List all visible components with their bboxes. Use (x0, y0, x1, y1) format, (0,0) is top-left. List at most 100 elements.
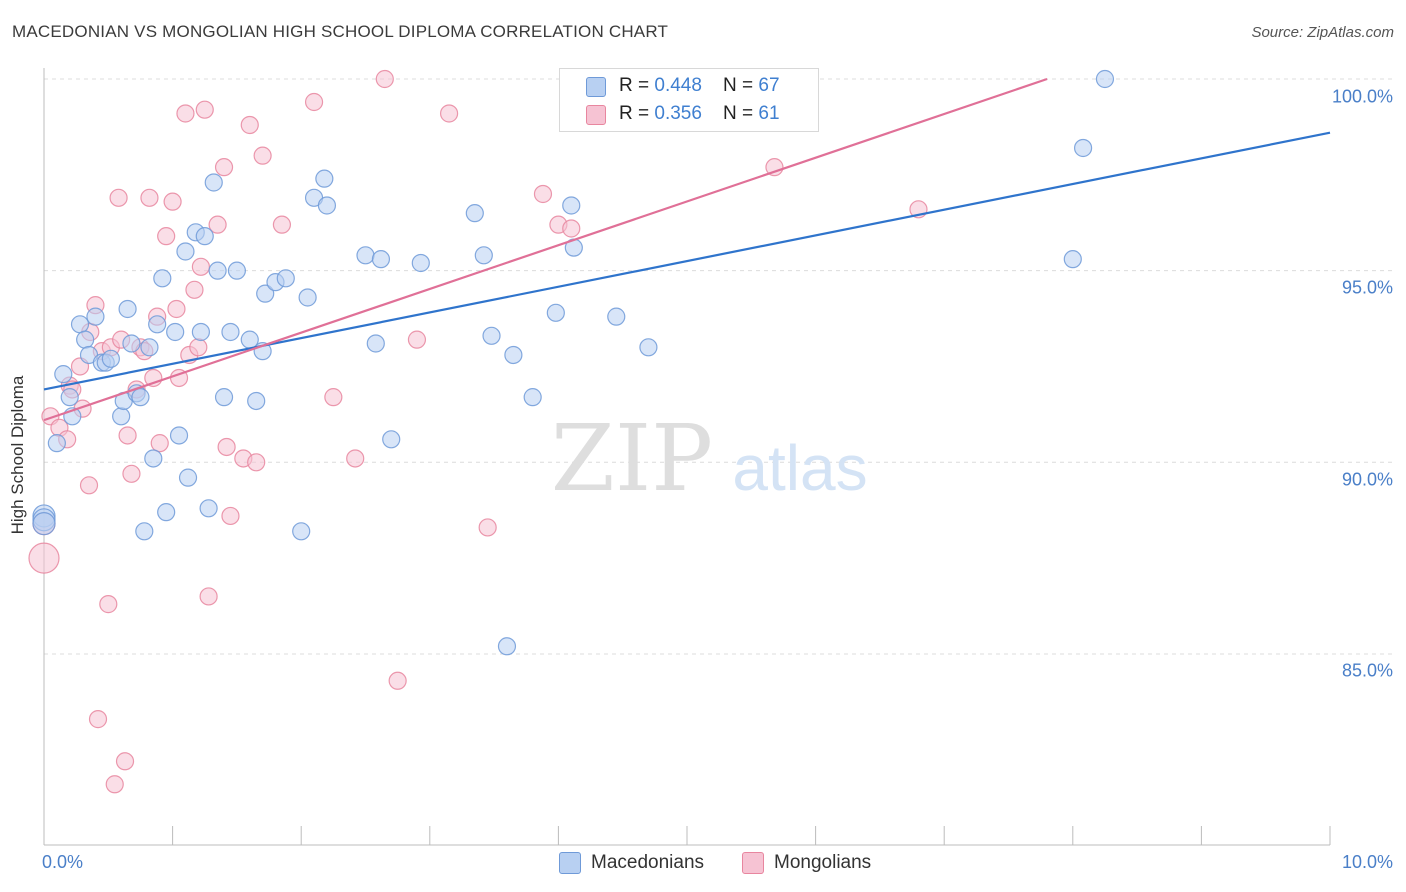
mongolian-point (533, 184, 553, 204)
n-value: 67 (758, 75, 780, 96)
n-value: 61 (758, 103, 780, 124)
macedonian-point (482, 326, 501, 345)
grid-lines (44, 78, 1395, 655)
macedonian-point (112, 407, 131, 426)
macedonian-point (562, 196, 581, 215)
chart-title: MACEDONIAN VS MONGOLIAN HIGH SCHOOL DIPL… (12, 22, 669, 41)
macedonian-point (1073, 138, 1093, 158)
macedonians-points (32, 69, 1115, 656)
mongolian-point (167, 299, 186, 319)
mongolian-point (150, 434, 169, 453)
macedonian-point (523, 388, 542, 407)
mongolian-point (105, 775, 124, 794)
mongolian-point (304, 92, 324, 112)
mongolian-point (217, 437, 236, 457)
macedonian-point (122, 334, 141, 353)
mongolian-point (195, 100, 214, 119)
macedonian-point (276, 269, 295, 288)
mongolian-point (88, 710, 108, 729)
mongolian-point (253, 146, 272, 165)
mongolian-point (478, 518, 497, 537)
macedonian-point (157, 503, 176, 522)
watermark-zip: ZIP (551, 405, 713, 512)
mongolian-point (346, 449, 365, 468)
mongolian-point (109, 188, 128, 207)
mongolian-point (214, 158, 234, 177)
mongolian-point (185, 280, 204, 299)
macedonian-point (204, 173, 223, 192)
y-tick-label-90: 90.0% (1341, 469, 1393, 490)
mongolian-point (407, 330, 427, 349)
macedonian-point (227, 261, 246, 280)
macedonian-point (140, 338, 159, 357)
mongolian-point (191, 257, 210, 276)
macedonian-point (1095, 69, 1115, 89)
r-label: R = (619, 103, 655, 124)
macedonian-point (465, 204, 484, 223)
legend-label: Macedonians (591, 852, 705, 873)
mongolian-point (439, 104, 459, 123)
macedonian-point (497, 637, 517, 656)
macedonian-point (70, 315, 90, 334)
watermark: ZIP atlas (551, 405, 868, 512)
legend-item-macedonians: Macedonians (559, 852, 704, 874)
watermark-atlas: atlas (732, 432, 867, 504)
mongolian-point (324, 388, 343, 407)
r-label: R = (619, 75, 655, 96)
macedonian-point (214, 388, 234, 407)
macedonian-point (32, 512, 56, 536)
macedonian-point (546, 303, 565, 322)
macedonian-point (298, 288, 317, 307)
macedonian-point (504, 345, 523, 365)
axes (43, 68, 1331, 846)
mongolian-point (115, 752, 135, 771)
source-label: Source: ZipAtlas.com (1251, 24, 1394, 41)
mongolians-legend-swatch (742, 852, 764, 874)
n-label: N = (723, 103, 759, 124)
mongolian-point (176, 104, 195, 123)
y-tick-label-100: 100.0% (1331, 86, 1393, 107)
n-label: N = (723, 75, 759, 96)
mongolian-point (118, 426, 137, 445)
macedonian-point (317, 196, 337, 215)
mongolian-point (240, 115, 259, 135)
mongolian-point (163, 192, 182, 211)
mongolian-point (28, 542, 60, 574)
macedonian-point (144, 449, 163, 468)
mongolian-point (189, 338, 208, 357)
y-tick-label-95: 95.0% (1341, 277, 1393, 298)
mongolian-point (272, 215, 292, 234)
mongolian-point (375, 69, 394, 89)
macedonian-point (101, 349, 120, 368)
mongolians-swatch (586, 105, 606, 125)
macedonians-swatch (586, 77, 606, 97)
macedonians-legend-swatch (559, 852, 581, 874)
macedonian-point (118, 299, 137, 319)
macedonian-point (315, 169, 334, 188)
macedonian-point (131, 388, 150, 407)
r-value: 0.448 (654, 75, 702, 96)
macedonian-point (148, 315, 167, 334)
macedonian-point (60, 388, 79, 407)
legend-label: Mongolians (774, 852, 872, 873)
mongolian-point (562, 219, 581, 238)
mongolian-point (122, 464, 141, 483)
trend-lines (43, 77, 1331, 422)
mongolians-trend-line (43, 77, 1048, 422)
macedonian-point (86, 307, 105, 326)
mongolian-point (208, 215, 227, 234)
macedonian-point (169, 426, 189, 445)
macedonians-trend-line (43, 131, 1331, 391)
mongolian-point (157, 227, 176, 246)
macedonian-point (178, 468, 198, 487)
macedonian-point (135, 522, 154, 541)
legend-item-mongolians: Mongolians (742, 852, 871, 874)
macedonian-point (199, 499, 218, 518)
macedonian-point (208, 261, 227, 280)
macedonian-point (195, 227, 214, 246)
macedonian-point (221, 322, 240, 342)
macedonian-point (474, 246, 493, 265)
macedonian-point (1063, 250, 1082, 269)
mongolian-point (99, 595, 118, 614)
